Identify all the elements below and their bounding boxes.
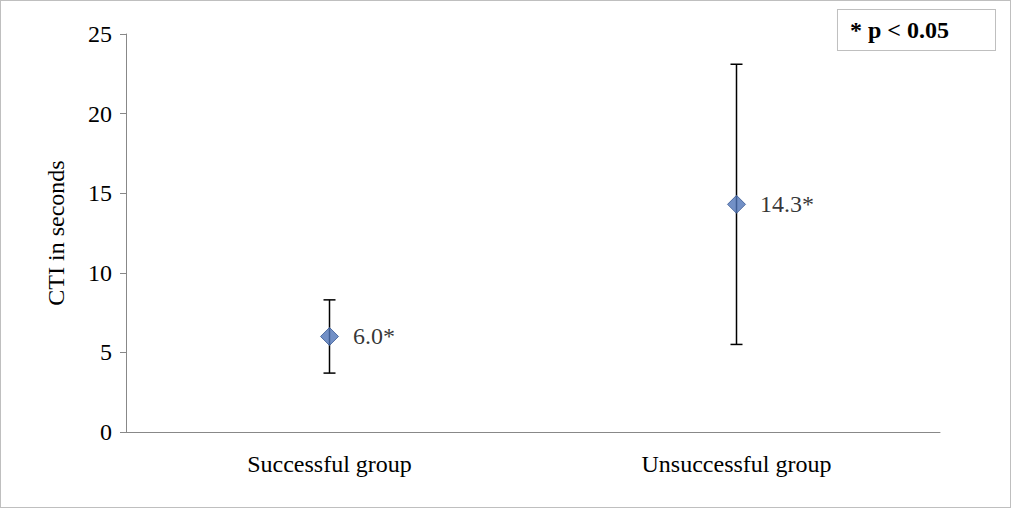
svg-text:Unsuccessful group: Unsuccessful group: [642, 451, 832, 477]
svg-text:5: 5: [100, 339, 112, 365]
svg-text:25: 25: [88, 21, 112, 47]
svg-text:CTI in seconds: CTI in seconds: [43, 160, 69, 305]
svg-text:0: 0: [100, 419, 112, 445]
svg-text:Successful group: Successful group: [247, 451, 412, 477]
svg-text:10: 10: [88, 260, 112, 286]
svg-text:15: 15: [88, 180, 112, 206]
svg-text:6.0*: 6.0*: [353, 323, 395, 349]
svg-text:* p < 0.05: * p < 0.05: [850, 17, 949, 43]
svg-text:14.3*: 14.3*: [760, 191, 814, 217]
svg-text:20: 20: [88, 101, 112, 127]
